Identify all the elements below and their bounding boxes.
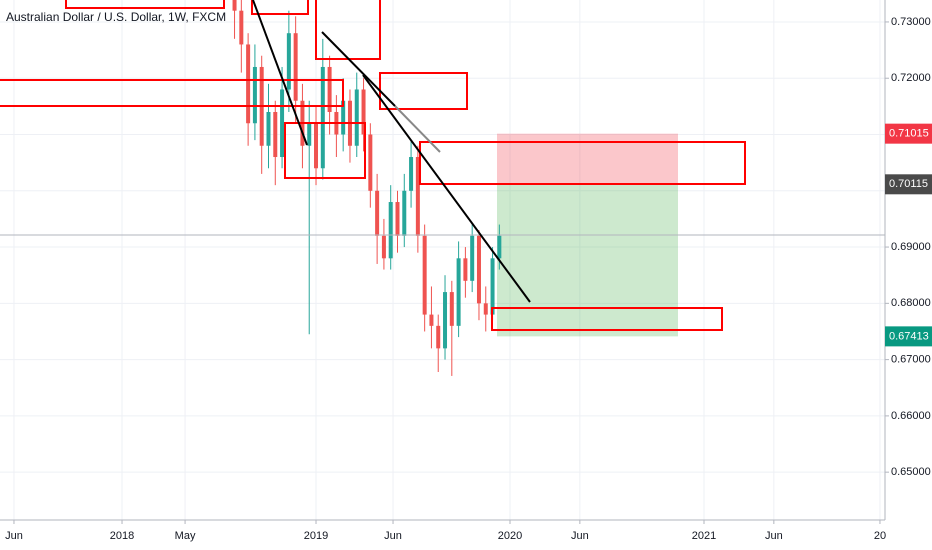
price-label-box bbox=[885, 174, 932, 195]
candle-body bbox=[232, 0, 237, 11]
y-tick-label: 0.67000 bbox=[891, 354, 931, 366]
candle-body bbox=[280, 89, 285, 158]
y-tick-label: 0.69000 bbox=[891, 241, 931, 253]
candle-body bbox=[381, 235, 386, 259]
candle-body bbox=[320, 66, 325, 169]
zone-box bbox=[491, 307, 723, 331]
x-tick-label: 2021 bbox=[692, 530, 716, 542]
chart-title: Australian Dollar / U.S. Dollar, 1W, FXC… bbox=[6, 10, 226, 24]
x-tick-label: Jun bbox=[765, 530, 783, 542]
candle-body bbox=[327, 66, 332, 112]
zone-box bbox=[284, 122, 366, 179]
candle-body bbox=[252, 66, 257, 124]
candle-body bbox=[246, 44, 251, 124]
candle-body bbox=[395, 202, 400, 236]
price-label: 0.67413 bbox=[889, 330, 929, 342]
candle-body bbox=[293, 33, 298, 101]
candle-body bbox=[456, 258, 461, 326]
trend-line bbox=[252, 0, 308, 146]
candle-body bbox=[361, 89, 366, 135]
zone-box bbox=[0, 79, 344, 107]
zone-box bbox=[419, 141, 746, 185]
candle-body bbox=[314, 123, 319, 169]
zone-box bbox=[315, 0, 381, 60]
drawings bbox=[0, 0, 885, 331]
price-label: 0.71015 bbox=[889, 128, 929, 140]
trend-line bbox=[362, 74, 531, 303]
candle-body bbox=[497, 235, 502, 259]
candle-body bbox=[266, 111, 271, 146]
candle-body bbox=[273, 111, 278, 158]
x-tick-label: Jun bbox=[5, 530, 23, 542]
x-tick-label: 2018 bbox=[110, 530, 134, 542]
candle-body bbox=[239, 10, 244, 45]
x-tick-label: 20 bbox=[874, 530, 886, 542]
y-tick-label: 0.72000 bbox=[891, 72, 931, 84]
trend-line bbox=[321, 31, 396, 107]
candle-body bbox=[429, 314, 434, 326]
candle-body bbox=[402, 190, 407, 236]
candle-body bbox=[443, 292, 448, 349]
price-label: 0.70115 bbox=[889, 178, 928, 190]
axes: 0.730000.720000.710000.700000.690000.680… bbox=[5, 16, 932, 542]
candle-body bbox=[483, 303, 488, 315]
candle-body bbox=[341, 100, 346, 135]
target-zone bbox=[497, 184, 678, 337]
y-tick-label: 0.73000 bbox=[891, 16, 931, 28]
x-tick-label: Jun bbox=[384, 530, 402, 542]
candle-body bbox=[449, 292, 454, 326]
candle-body bbox=[415, 157, 420, 236]
price-label-box bbox=[885, 123, 932, 144]
price-label-box bbox=[885, 326, 932, 347]
x-tick-label: Jun bbox=[571, 530, 589, 542]
candle-body bbox=[490, 258, 495, 315]
candle-body bbox=[463, 258, 468, 281]
candle-body bbox=[307, 123, 312, 146]
candle-body bbox=[375, 190, 380, 236]
candle-body bbox=[436, 325, 441, 349]
x-tick-label: 2020 bbox=[498, 530, 522, 542]
candle-body bbox=[368, 134, 373, 191]
candle-body bbox=[422, 235, 427, 315]
trend-line bbox=[394, 105, 441, 153]
candle-body bbox=[354, 89, 359, 146]
candle-body bbox=[388, 202, 393, 259]
y-tick-label: 0.65000 bbox=[891, 466, 931, 478]
y-tick-label: 0.68000 bbox=[891, 297, 931, 309]
x-tick-label: 2019 bbox=[304, 530, 328, 542]
y-tick-label: 0.66000 bbox=[891, 410, 931, 422]
candle-body bbox=[409, 157, 414, 191]
x-tick-label: May bbox=[175, 530, 196, 542]
candle-body bbox=[476, 235, 481, 304]
plot-area bbox=[0, 0, 885, 520]
zone-box bbox=[251, 0, 309, 15]
zone-box bbox=[65, 0, 225, 9]
candle-body bbox=[470, 235, 475, 281]
candle-body bbox=[286, 33, 291, 90]
